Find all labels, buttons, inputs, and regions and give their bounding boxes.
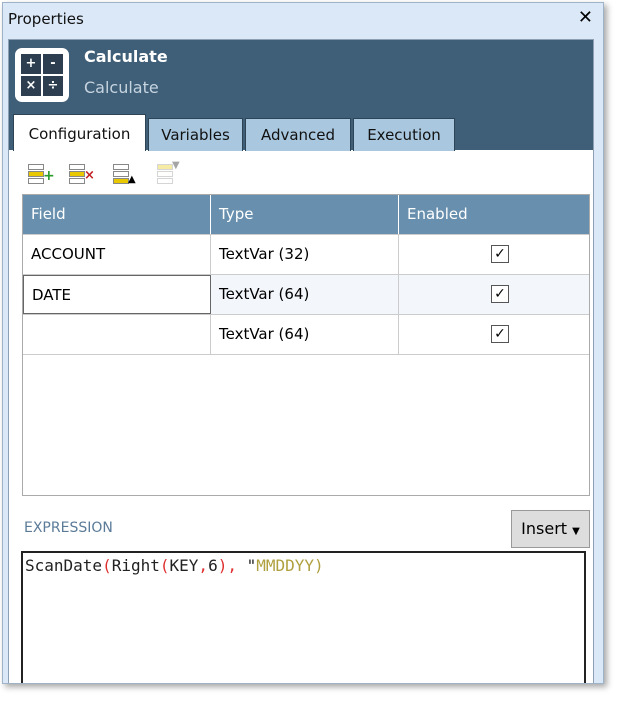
enabled-cell: ✓	[399, 315, 589, 354]
table-row[interactable]: ACCOUNT TextVar (32) ✓	[23, 235, 589, 275]
properties-panel: + - × ÷ Calculate Calculate Configuratio…	[8, 39, 594, 683]
multiply-icon: ×	[21, 76, 41, 96]
minus-icon: -	[43, 54, 63, 74]
expression-token: (	[159, 556, 170, 575]
header-title: Calculate	[84, 47, 168, 66]
header: + - × ÷ Calculate Calculate Configuratio…	[9, 40, 593, 151]
expression-token: ScanDate	[25, 556, 103, 575]
table-row[interactable]: TextVar (64) ✓	[23, 315, 589, 355]
tab-configuration[interactable]: Configuration	[13, 114, 146, 151]
type-cell[interactable]: TextVar (64)	[211, 315, 399, 354]
expression-token: 6	[208, 556, 218, 575]
delete-field-icon[interactable]: ×	[67, 164, 95, 188]
enabled-checkbox[interactable]: ✓	[491, 245, 509, 263]
move-up-icon[interactable]: ▲	[111, 164, 136, 188]
field-cell[interactable]: DATE	[23, 275, 211, 314]
expression-token: Right	[111, 556, 160, 575]
expression-token: KEY	[169, 556, 199, 575]
calculator-icon: + - × ÷	[15, 48, 69, 102]
expression-token: )	[217, 556, 228, 575]
type-cell[interactable]: TextVar (64)	[211, 275, 399, 314]
tab-execution[interactable]: Execution	[353, 118, 455, 151]
enabled-checkbox[interactable]: ✓	[491, 325, 509, 343]
expression-token: "	[236, 556, 257, 575]
properties-window: Properties ✕ + - × ÷ Calculate Calculate…	[2, 2, 604, 684]
expression-editor[interactable]: ScanDate(Right(KEY,6), "MMDDYY)	[21, 551, 586, 683]
divide-icon: ÷	[43, 76, 63, 96]
table-row[interactable]: DATE TextVar (64) ✓	[23, 275, 589, 315]
expression-token: ,	[227, 556, 237, 575]
insert-label: Insert	[521, 519, 568, 538]
column-enabled[interactable]: Enabled	[407, 205, 468, 223]
column-field[interactable]: Field	[23, 195, 211, 234]
window-title: Properties	[8, 10, 84, 28]
insert-button[interactable]: Insert ▼	[511, 510, 590, 548]
fields-grid: Field Type Enabled ACCOUNT TextVar (32) …	[22, 194, 590, 496]
grid-header: Field Type Enabled	[23, 195, 589, 235]
field-cell[interactable]: ACCOUNT	[23, 235, 211, 274]
dropdown-arrow-icon: ▼	[572, 526, 580, 537]
tab-variables[interactable]: Variables	[148, 118, 243, 151]
field-cell[interactable]	[23, 315, 211, 354]
expression-label: EXPRESSION	[24, 520, 113, 536]
enabled-cell: ✓	[399, 275, 589, 314]
close-icon[interactable]: ✕	[577, 7, 593, 28]
enabled-checkbox[interactable]: ✓	[491, 285, 509, 303]
header-subtitle: Calculate	[84, 78, 159, 97]
type-cell[interactable]: TextVar (32)	[211, 235, 399, 274]
add-field-icon[interactable]: +	[26, 164, 55, 188]
plus-icon: +	[21, 54, 41, 74]
expression-token: (	[102, 556, 112, 575]
expression-token: ,	[198, 556, 209, 575]
expression-token: MMDDYY)	[256, 556, 324, 575]
tab-advanced[interactable]: Advanced	[245, 118, 351, 151]
enabled-cell: ✓	[399, 235, 589, 274]
column-type[interactable]: Type	[211, 195, 399, 234]
move-down-icon: ▼	[155, 160, 180, 188]
